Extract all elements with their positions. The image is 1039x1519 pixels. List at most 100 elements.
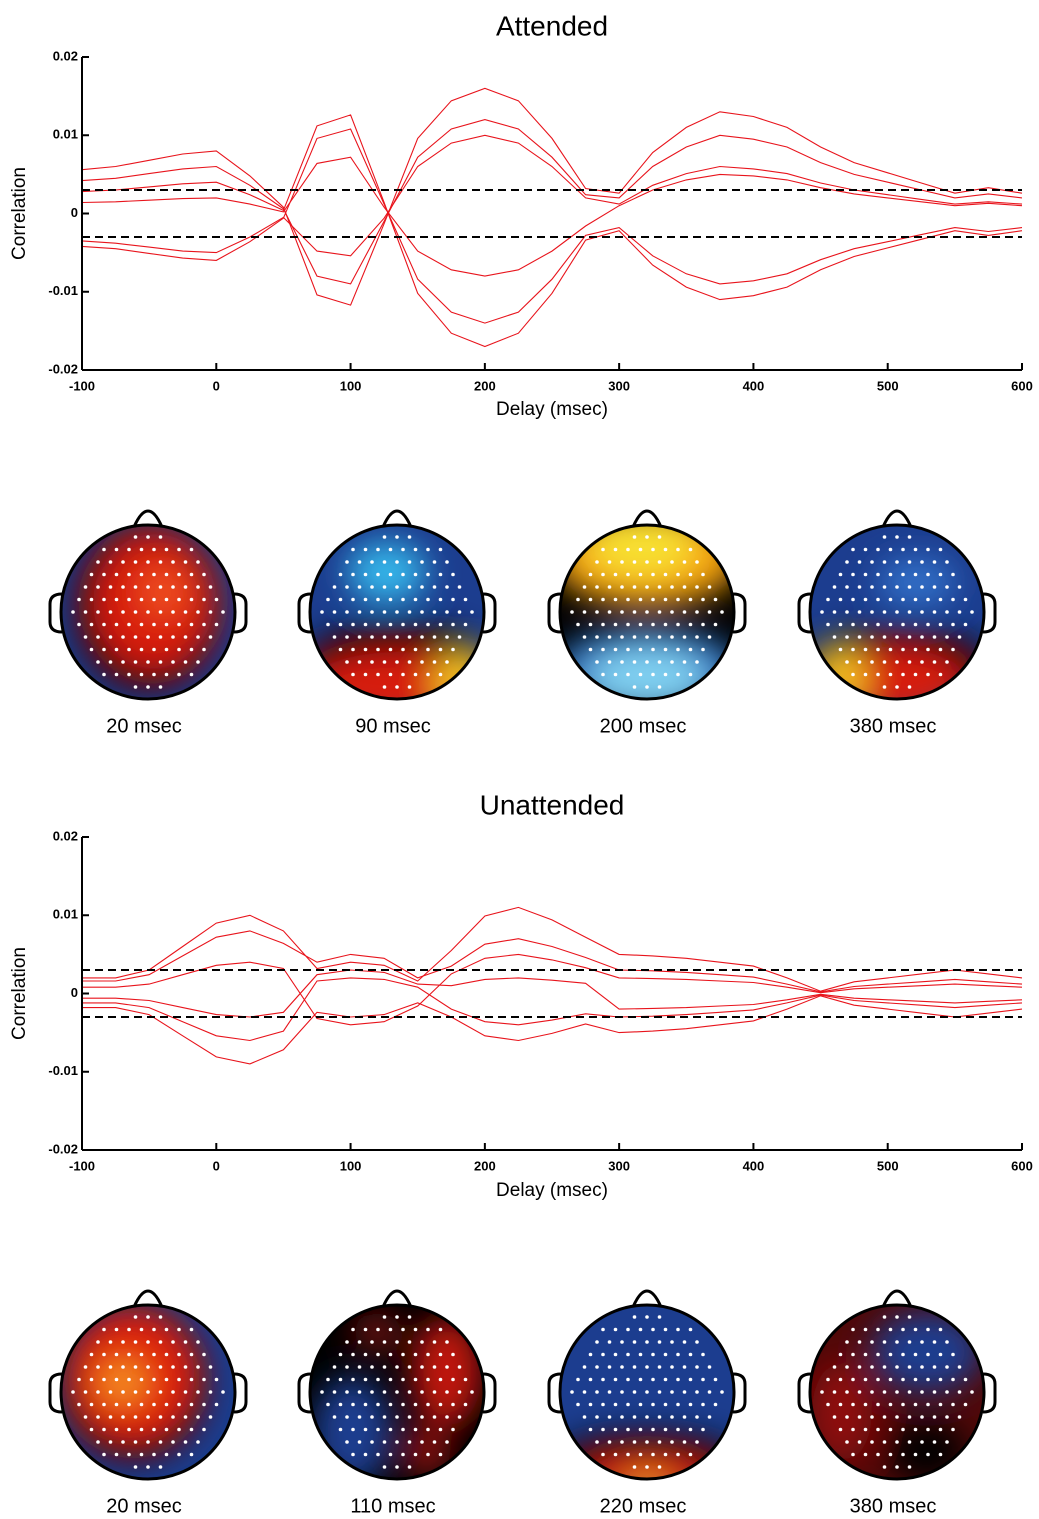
electrode xyxy=(438,1352,443,1357)
electrode xyxy=(171,610,175,614)
topomap: 110 msec xyxy=(297,1289,497,1517)
topomap: 200 msec xyxy=(547,509,747,737)
electrode xyxy=(133,1390,138,1394)
electrode xyxy=(139,622,144,627)
electrode xyxy=(607,585,612,589)
electrode xyxy=(127,672,131,677)
electrode xyxy=(888,1327,893,1332)
electrode xyxy=(632,660,637,664)
electrode xyxy=(876,1402,880,1407)
electrode xyxy=(932,1440,937,1444)
electrode xyxy=(857,635,862,639)
electrode xyxy=(395,1465,399,1469)
electrode xyxy=(845,1390,849,1394)
electrode xyxy=(607,1390,612,1394)
electrode xyxy=(657,1315,662,1319)
electrode xyxy=(620,660,624,664)
electrode xyxy=(882,1465,887,1469)
electrode xyxy=(351,1327,355,1332)
electrode xyxy=(926,1352,930,1357)
y-axis-label: Correlation xyxy=(9,947,30,1040)
electrode xyxy=(907,1340,912,1344)
electrode xyxy=(857,1415,862,1419)
electrode xyxy=(438,572,443,577)
electrode xyxy=(588,622,593,627)
electrode xyxy=(645,660,649,664)
electrode xyxy=(913,1327,918,1332)
electrode xyxy=(620,610,624,614)
electrode xyxy=(351,1452,355,1457)
electrode xyxy=(457,1390,462,1394)
electrode xyxy=(582,585,587,589)
electrode xyxy=(888,1352,893,1357)
electrode xyxy=(626,1352,630,1357)
electrode xyxy=(121,1415,125,1419)
ear-right xyxy=(233,1372,248,1414)
electrode xyxy=(870,660,874,664)
electrode xyxy=(676,672,680,677)
electrode xyxy=(907,635,912,639)
electrode xyxy=(957,1390,962,1394)
y-tick-label: 0.01 xyxy=(53,907,78,922)
electrode xyxy=(451,597,455,602)
series-line xyxy=(82,906,1023,992)
electrode xyxy=(382,1340,387,1344)
electrode xyxy=(663,547,668,552)
electrode xyxy=(351,672,355,677)
electrode xyxy=(345,1440,349,1444)
electrode xyxy=(913,1427,918,1432)
electrode xyxy=(332,635,337,639)
electrode xyxy=(888,622,893,627)
electrode xyxy=(438,647,443,652)
electrode xyxy=(888,547,893,552)
electrode xyxy=(895,685,899,689)
electrode xyxy=(438,1427,443,1432)
electrode xyxy=(351,1427,355,1432)
electrode xyxy=(96,560,100,564)
x-tick-label: 400 xyxy=(743,378,765,393)
electrode xyxy=(645,1365,649,1369)
electrode xyxy=(657,535,662,539)
electrode xyxy=(177,1402,181,1407)
electrode xyxy=(152,1402,156,1407)
electrode xyxy=(932,1415,937,1419)
electrode xyxy=(826,622,830,627)
electrode xyxy=(926,1427,930,1432)
electrode xyxy=(670,560,674,564)
electrode xyxy=(826,1402,830,1407)
x-tick-label: 100 xyxy=(340,378,362,393)
ear-right xyxy=(732,1372,747,1414)
electrode xyxy=(657,685,662,689)
electrode xyxy=(388,1327,393,1332)
electrode xyxy=(913,647,918,652)
electrode xyxy=(595,560,599,564)
electrode xyxy=(127,1427,131,1432)
electrode xyxy=(152,1327,156,1332)
electrode xyxy=(863,647,868,652)
electrode xyxy=(388,647,393,652)
electrode xyxy=(133,660,138,664)
electrode xyxy=(108,1365,113,1369)
electrode xyxy=(938,547,943,552)
electrode xyxy=(438,547,443,552)
electrode xyxy=(676,597,680,602)
electrode xyxy=(920,660,924,664)
electrode xyxy=(158,1390,163,1394)
electrode xyxy=(907,1365,912,1369)
electrode xyxy=(882,1315,887,1319)
electrode xyxy=(638,1377,643,1382)
electrode xyxy=(89,1377,94,1382)
electrode xyxy=(676,547,680,552)
electrode xyxy=(146,1440,150,1444)
electrode xyxy=(657,1440,662,1444)
electrode xyxy=(470,1390,474,1394)
electrode xyxy=(695,610,699,614)
electrode xyxy=(102,597,106,602)
field-blob xyxy=(412,1317,482,1427)
electrode xyxy=(407,1365,412,1369)
ear-right xyxy=(482,1372,497,1414)
electrode xyxy=(613,1352,618,1357)
electrode xyxy=(164,1377,169,1382)
electrode xyxy=(632,635,637,639)
electrode xyxy=(932,635,937,639)
